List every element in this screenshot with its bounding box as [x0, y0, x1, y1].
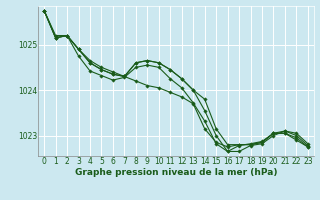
X-axis label: Graphe pression niveau de la mer (hPa): Graphe pression niveau de la mer (hPa): [75, 168, 277, 177]
